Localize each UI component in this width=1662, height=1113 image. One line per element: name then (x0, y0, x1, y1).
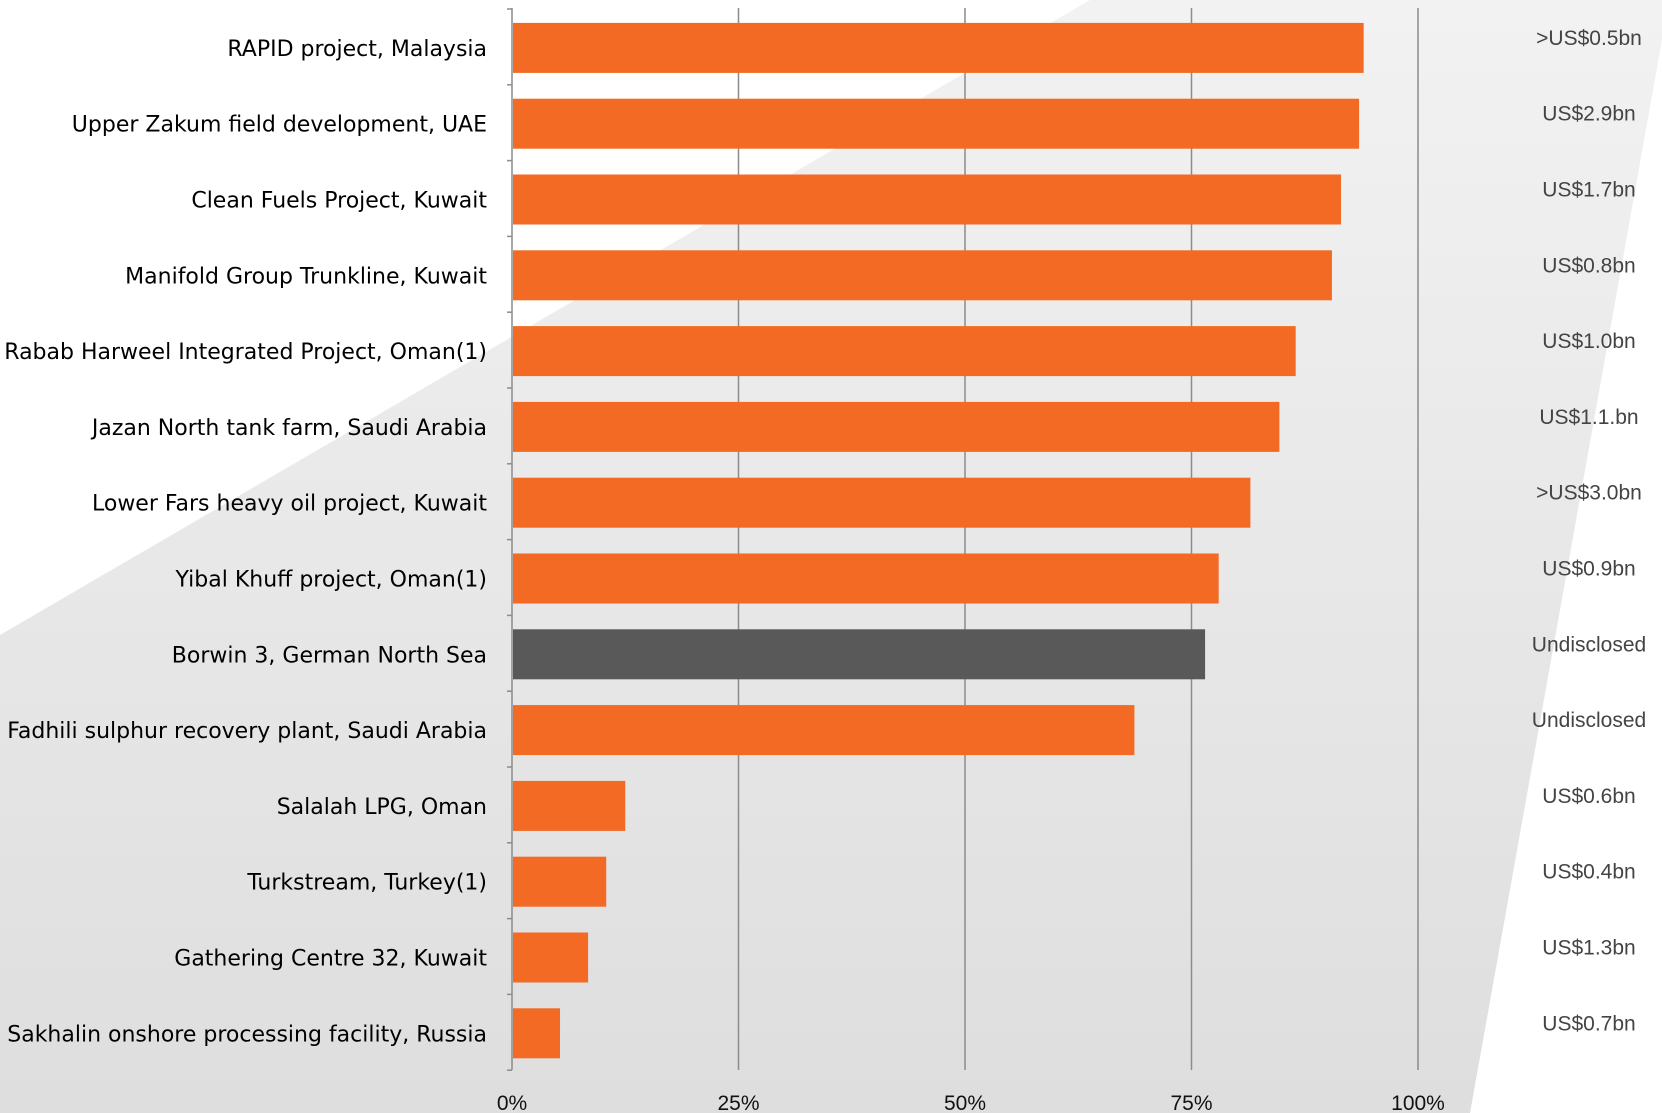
bar (513, 174, 1341, 225)
category-label: Upper Zakum field development, UAE (72, 113, 487, 138)
category-label: Turkstream, Turkey(1) (246, 871, 487, 896)
x-tick-labels: 0% 25% 50% 75% 100% (497, 1092, 1445, 1113)
gridlines (737, 8, 1419, 1070)
category-label: Lower Fars heavy oil project, Kuwait (92, 492, 487, 517)
value-label: US$0.4bn (1542, 861, 1635, 884)
value-label: >US$0.5bn (1536, 27, 1642, 50)
value-label: US$1.3bn (1542, 937, 1635, 960)
value-label: US$0.7bn (1542, 1012, 1635, 1035)
value-label: US$0.8bn (1542, 254, 1635, 277)
category-labels: RAPID project, Malaysia Upper Zakum field… (4, 37, 487, 1047)
category-label: Borwin 3, German North Sea (172, 643, 487, 668)
value-labels: >US$0.5bn US$2.9bn US$1.7bn US$0.8bn US$1.0b… (1532, 27, 1646, 1035)
x-tick-label: 25% (717, 1092, 759, 1113)
x-tick-label: 0% (497, 1092, 527, 1113)
bar (513, 326, 1296, 377)
bar (513, 98, 1360, 149)
category-label: Sakhalin onshore processing facility, Ru… (7, 1022, 487, 1047)
category-label: Manifold Group Trunkline, Kuwait (125, 264, 487, 289)
bar (513, 477, 1251, 528)
bar (513, 705, 1135, 756)
value-label: Undisclosed (1532, 709, 1646, 732)
value-label: US$0.6bn (1542, 785, 1635, 808)
category-label: Gathering Centre 32, Kuwait (174, 947, 487, 972)
bar (513, 22, 1364, 73)
value-label: US$1.7bn (1542, 179, 1635, 202)
value-label: US$0.9bn (1542, 558, 1635, 581)
bar (513, 932, 589, 983)
category-label: Jazan North tank farm, Saudi Arabia (90, 416, 487, 441)
value-label: US$1.1.bn (1539, 406, 1638, 429)
category-label: Salalah LPG, Oman (277, 795, 487, 820)
value-label: US$2.9bn (1542, 103, 1635, 126)
value-label: >US$3.0bn (1536, 482, 1642, 505)
bar (513, 401, 1280, 452)
category-label: Yibal Khuff project, Oman(1) (175, 568, 487, 593)
bar (513, 250, 1332, 301)
category-label: Clean Fuels Project, Kuwait (191, 189, 487, 214)
bar (513, 629, 1206, 680)
bar (513, 780, 626, 831)
category-label: Fadhili sulphur recovery plant, Saudi Ar… (7, 719, 487, 744)
bar (513, 1008, 561, 1059)
y-axis (507, 8, 513, 1071)
bars (513, 22, 1364, 1059)
bar (513, 856, 607, 907)
value-label: Undisclosed (1532, 633, 1646, 656)
x-tick-label: 50% (944, 1092, 986, 1113)
bar (513, 553, 1219, 604)
x-tick-label: 100% (1391, 1092, 1445, 1113)
value-label: US$1.0bn (1542, 330, 1635, 353)
category-label: Rabab Harweel Integrated Project, Oman(1… (4, 340, 487, 365)
category-label: RAPID project, Malaysia (227, 37, 487, 62)
x-tick-label: 75% (1170, 1092, 1212, 1113)
